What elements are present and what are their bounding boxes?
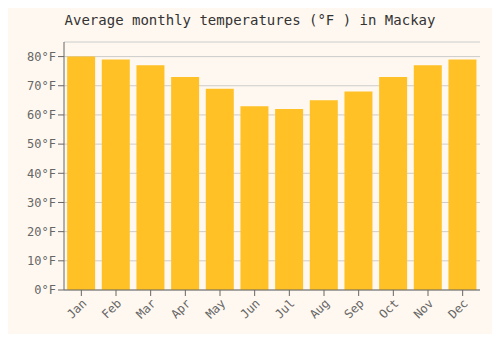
svg-text:Jul: Jul [272, 296, 297, 321]
svg-text:30°F: 30°F [27, 196, 56, 210]
svg-text:60°F: 60°F [27, 108, 56, 122]
svg-text:50°F: 50°F [27, 137, 56, 151]
svg-text:0°F: 0°F [34, 283, 56, 297]
svg-text:Aug: Aug [307, 296, 332, 321]
svg-text:70°F: 70°F [27, 79, 56, 93]
svg-text:Apr: Apr [168, 296, 193, 321]
svg-text:Sep: Sep [342, 296, 367, 321]
html-text:Average monthly temperatures (: Average monthly temperatures (°F ) in Ma… [64, 12, 436, 28]
svg-text:10°F: 10°F [27, 254, 56, 268]
svg-text:Jan: Jan [64, 296, 89, 321]
svg-text:May: May [203, 296, 228, 321]
svg-text:Feb: Feb [99, 296, 124, 321]
svg-text:20°F: 20°F [27, 225, 56, 239]
svg-text:80°F: 80°F [27, 50, 56, 64]
svg-text:Jun: Jun [238, 296, 263, 321]
svg-text:Dec: Dec [446, 296, 471, 321]
svg-text:Mar: Mar [134, 296, 159, 321]
svg-text:Nov: Nov [411, 296, 436, 321]
svg-text:40°F: 40°F [27, 167, 56, 181]
svg-text:Oct: Oct [376, 296, 401, 321]
